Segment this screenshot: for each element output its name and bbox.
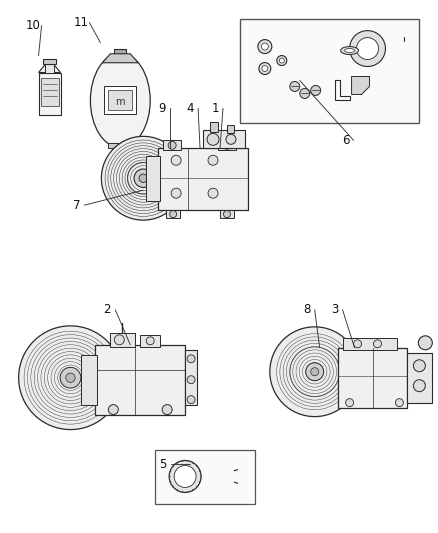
Circle shape xyxy=(258,39,272,53)
Bar xyxy=(108,143,132,148)
Bar xyxy=(220,210,234,218)
Bar xyxy=(163,140,181,150)
Text: 10: 10 xyxy=(26,19,41,32)
Circle shape xyxy=(146,337,154,345)
Bar xyxy=(155,449,255,504)
Ellipse shape xyxy=(345,49,355,53)
Circle shape xyxy=(311,368,319,376)
Circle shape xyxy=(311,85,321,95)
Circle shape xyxy=(171,188,181,198)
Bar xyxy=(166,210,180,218)
Circle shape xyxy=(114,335,124,345)
Circle shape xyxy=(374,340,381,348)
Bar xyxy=(158,148,248,210)
Text: 9: 9 xyxy=(159,102,166,115)
Circle shape xyxy=(277,55,287,66)
Bar xyxy=(110,333,135,347)
Circle shape xyxy=(418,336,432,350)
Bar xyxy=(95,345,185,415)
Bar xyxy=(338,348,407,408)
Text: 2: 2 xyxy=(104,303,111,317)
Text: 6: 6 xyxy=(342,134,350,147)
Bar xyxy=(108,91,132,110)
Bar xyxy=(41,78,59,107)
Circle shape xyxy=(187,376,195,384)
Circle shape xyxy=(413,360,425,372)
Bar xyxy=(140,335,160,347)
Bar xyxy=(218,140,236,150)
Bar xyxy=(407,353,432,402)
Circle shape xyxy=(108,405,118,415)
Bar xyxy=(203,131,245,148)
Circle shape xyxy=(169,461,201,492)
Circle shape xyxy=(187,395,195,403)
Bar xyxy=(39,72,60,116)
Text: 3: 3 xyxy=(331,303,338,317)
Circle shape xyxy=(262,66,268,71)
Bar xyxy=(81,355,97,405)
Circle shape xyxy=(350,30,385,67)
Bar xyxy=(114,49,126,54)
Text: 5: 5 xyxy=(159,458,167,471)
Circle shape xyxy=(171,155,181,165)
Polygon shape xyxy=(39,64,60,72)
Circle shape xyxy=(396,399,403,407)
Circle shape xyxy=(357,38,378,60)
Circle shape xyxy=(223,211,230,217)
Bar xyxy=(43,59,56,63)
Bar xyxy=(210,123,218,132)
Circle shape xyxy=(208,155,218,165)
Circle shape xyxy=(413,379,425,392)
Circle shape xyxy=(259,62,271,75)
Circle shape xyxy=(208,188,218,198)
Circle shape xyxy=(300,88,310,99)
Text: 1: 1 xyxy=(211,102,219,115)
Text: 11: 11 xyxy=(74,16,89,29)
Circle shape xyxy=(261,43,268,50)
Circle shape xyxy=(162,405,172,415)
Polygon shape xyxy=(352,77,370,94)
Text: m: m xyxy=(116,98,125,108)
Bar xyxy=(240,19,419,123)
Circle shape xyxy=(346,399,353,407)
Circle shape xyxy=(207,133,219,146)
Circle shape xyxy=(270,327,360,417)
Text: 4: 4 xyxy=(186,102,194,115)
Bar xyxy=(343,338,397,350)
Bar xyxy=(45,62,54,72)
Text: 8: 8 xyxy=(303,303,311,317)
Circle shape xyxy=(226,134,236,144)
Bar xyxy=(227,125,234,133)
Text: 7: 7 xyxy=(73,199,80,212)
Circle shape xyxy=(174,465,196,487)
Circle shape xyxy=(279,58,284,63)
Circle shape xyxy=(101,136,185,220)
Polygon shape xyxy=(102,54,138,63)
Circle shape xyxy=(60,367,81,388)
Bar xyxy=(146,156,160,201)
Circle shape xyxy=(168,141,176,149)
Circle shape xyxy=(170,211,177,217)
Ellipse shape xyxy=(341,46,359,54)
Circle shape xyxy=(19,326,122,430)
Circle shape xyxy=(223,141,231,149)
Circle shape xyxy=(290,82,300,92)
Circle shape xyxy=(353,340,361,348)
Ellipse shape xyxy=(90,53,150,148)
Bar xyxy=(185,350,197,405)
Circle shape xyxy=(134,169,152,188)
Bar xyxy=(104,86,136,115)
Circle shape xyxy=(187,355,195,363)
Circle shape xyxy=(139,174,148,182)
Circle shape xyxy=(66,373,75,382)
Circle shape xyxy=(306,363,324,381)
